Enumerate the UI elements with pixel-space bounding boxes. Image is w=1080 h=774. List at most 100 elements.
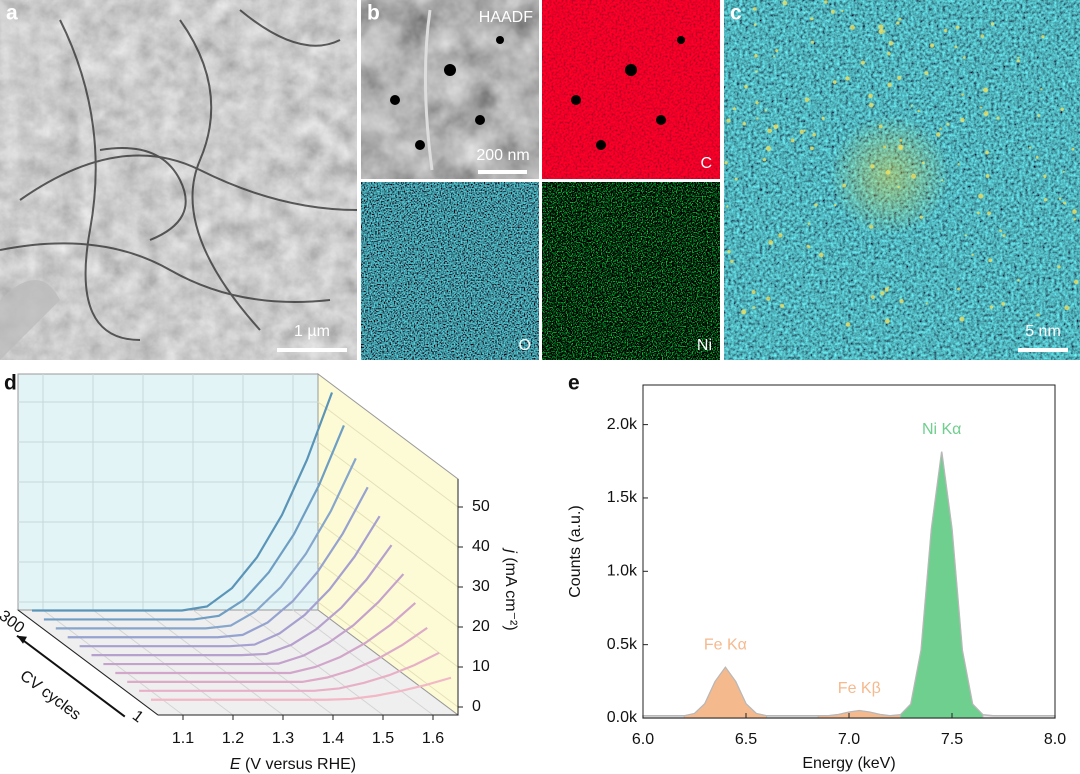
spot <box>870 164 875 169</box>
spot <box>954 45 958 49</box>
spot <box>821 116 825 120</box>
spot <box>812 132 817 137</box>
spot <box>768 240 774 245</box>
haadf-image <box>361 0 539 179</box>
vacuum <box>0 280 60 360</box>
spot <box>883 30 886 33</box>
spot <box>1017 279 1020 282</box>
y-tick-label: 50 <box>472 498 490 515</box>
spot <box>976 211 980 215</box>
panel-label: b <box>367 2 380 25</box>
tile-label: C <box>700 155 712 172</box>
spot <box>1017 56 1020 59</box>
scale-label: 1 µm <box>294 323 330 340</box>
cv-curve <box>127 626 428 683</box>
spot <box>888 41 894 46</box>
spot <box>831 9 835 14</box>
y-tick-label: 10 <box>472 658 490 675</box>
spot <box>883 145 887 149</box>
spot <box>755 70 758 73</box>
spot <box>753 23 757 26</box>
spot <box>1073 279 1079 285</box>
wrinkles <box>0 9 358 341</box>
spot <box>742 122 746 126</box>
spot <box>810 40 814 44</box>
grid-line <box>317 481 459 588</box>
peak-label: Fe Kα <box>704 637 747 654</box>
x-label-symbol: E <box>230 756 241 773</box>
spot <box>971 253 974 256</box>
x-tick-label: 1.2 <box>222 730 244 747</box>
x-tick-label: 1.5 <box>372 730 394 747</box>
spot <box>1041 34 1045 39</box>
spot <box>806 244 810 248</box>
y-tick-label: 20 <box>472 618 490 635</box>
spot <box>957 287 960 291</box>
x-tick-label: 6.0 <box>632 731 654 748</box>
cv-curve <box>43 425 345 621</box>
spot <box>744 84 748 89</box>
peak-area <box>817 710 901 719</box>
y-tick-label: 0.0k <box>607 709 638 726</box>
spot <box>841 9 844 13</box>
spot <box>807 222 811 226</box>
panel-a: 1 µm a <box>0 0 358 360</box>
grid-line <box>317 561 459 668</box>
spot <box>955 25 960 30</box>
spot <box>773 55 776 58</box>
y-tick-label: 1.0k <box>607 563 638 580</box>
glow <box>830 115 950 235</box>
spot <box>960 117 965 123</box>
spot <box>727 249 731 254</box>
spot <box>1037 114 1041 118</box>
spot <box>752 306 756 310</box>
spot <box>790 138 795 143</box>
spot <box>985 150 989 155</box>
axis-line <box>17 609 159 716</box>
spot <box>878 24 884 30</box>
spot <box>741 309 747 315</box>
spot <box>978 193 984 199</box>
spot <box>910 173 916 179</box>
x-tick-label: 6.5 <box>735 731 757 748</box>
x-label: E (V versus RHE) <box>230 756 356 773</box>
spot <box>961 93 964 96</box>
cv-curve <box>151 676 452 701</box>
spot <box>885 170 891 175</box>
spot <box>751 290 756 294</box>
x-tick-label: 1.6 <box>422 730 444 747</box>
spot <box>765 146 772 152</box>
spot <box>810 17 814 21</box>
grid-line <box>317 441 459 548</box>
spot <box>887 51 891 56</box>
spot <box>767 128 772 134</box>
spot <box>726 205 729 208</box>
spot <box>1016 59 1020 63</box>
peak-area <box>900 451 984 719</box>
panel-label: a <box>6 2 18 25</box>
spot <box>884 287 889 292</box>
cv-curve <box>67 486 369 639</box>
y-label-unit: (mA cm⁻²) <box>502 557 519 630</box>
spot <box>766 296 771 301</box>
spot <box>762 158 767 162</box>
panel-label: c <box>730 2 742 25</box>
spot <box>832 80 837 84</box>
spot <box>780 303 785 308</box>
spot <box>990 22 995 26</box>
grid-line <box>317 521 459 628</box>
panel-label: d <box>4 372 17 395</box>
fiber <box>423 9 434 171</box>
z-label: CV cycles <box>17 667 84 723</box>
spot <box>868 102 874 108</box>
spot <box>886 286 890 289</box>
spot <box>921 161 925 165</box>
spot <box>996 116 1000 120</box>
spot <box>989 305 994 309</box>
spot <box>752 7 757 11</box>
cv-curve <box>103 573 405 666</box>
spot <box>987 211 991 216</box>
peak-label: Fe Kβ <box>838 680 881 697</box>
y-tick-label: 1.5k <box>607 489 638 506</box>
